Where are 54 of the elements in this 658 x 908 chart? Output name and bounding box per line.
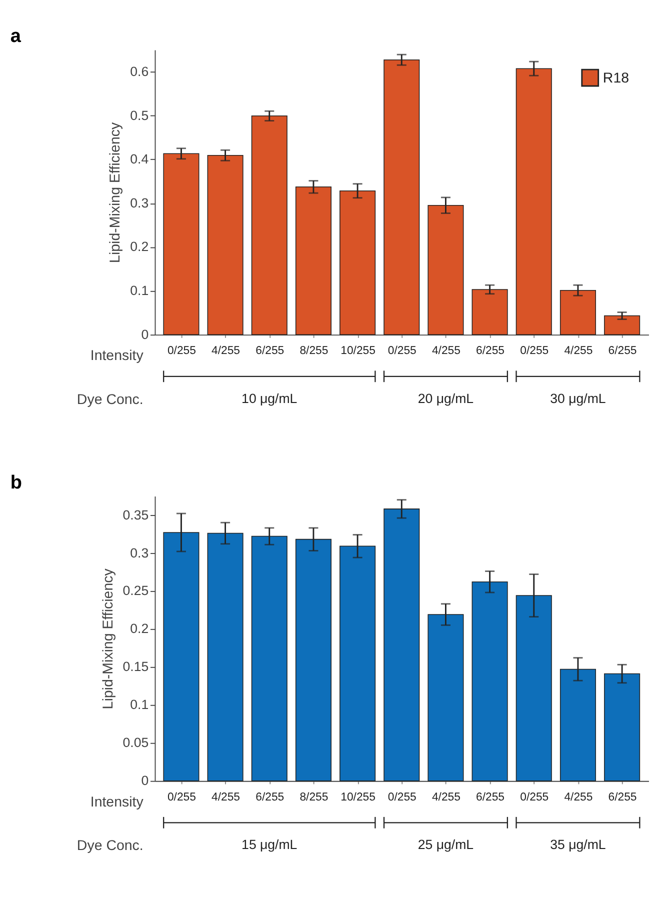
text: 35 μg/mL	[550, 837, 606, 852]
y-tick-label: 0.5	[130, 108, 149, 123]
y-tick-label: 0.15	[122, 659, 149, 674]
x-tick-label: 6/255	[476, 791, 505, 804]
x-axis-title: Intensity	[90, 794, 144, 811]
x-tick-label: 10/255	[340, 791, 376, 804]
text: 20 μg/mL	[418, 390, 474, 406]
y-tick-label: 0.6	[130, 64, 149, 79]
x-tick-label: 0/255	[388, 791, 416, 804]
y-tick-label: 0.25	[122, 583, 149, 598]
x-tick-label: 4/255	[564, 345, 593, 358]
x-tick-label: 6/255	[256, 791, 284, 804]
y-tick-label: 0.3	[130, 545, 149, 560]
x-tick-label: 8/255	[300, 791, 328, 804]
text: Dye Conc.	[76, 838, 144, 854]
text: Dye Conc.	[76, 392, 144, 408]
y-axis-title: Lipid-Mixing Efficiency	[100, 568, 116, 710]
x-tick-label: 4/255	[564, 791, 593, 804]
y-tick-label: 0.05	[122, 735, 149, 750]
x-tick-label: 10/255	[340, 345, 376, 358]
x-tick-label: 4/255	[432, 791, 460, 804]
x-axis-title: Intensity	[90, 348, 144, 364]
x-tick-label: 0/255	[388, 345, 416, 358]
y-tick-label: 0.4	[130, 152, 149, 167]
legend-label: R18	[602, 70, 630, 87]
text: 25 μg/mL	[418, 837, 474, 852]
x-tick-label: 6/255	[256, 345, 284, 358]
bar	[472, 289, 508, 335]
y-tick-label: 0.2	[130, 239, 149, 254]
text: 10 μg/mL	[242, 390, 298, 406]
y-tick-label: 0.2	[130, 621, 149, 636]
text: 15 μg/mL	[242, 837, 298, 852]
chart-title: a	[10, 26, 22, 48]
x-tick-label: 6/255	[608, 791, 637, 804]
x-tick-label: 0/255	[520, 791, 549, 804]
y-tick-label: 0.1	[130, 283, 149, 298]
y-axis-title: Lipid-Mixing Efficiency	[108, 121, 124, 263]
y-tick-label: 0.1	[130, 697, 149, 712]
x-tick-label: 8/255	[300, 345, 328, 358]
x-tick-label: 0/255	[167, 791, 196, 804]
x-tick-label: 0/255	[167, 345, 196, 358]
x-tick-label: 4/255	[212, 791, 240, 804]
y-tick-label: 0	[141, 326, 149, 342]
y-tick-label: 0	[141, 773, 149, 788]
y-tick-label: 0.3	[130, 195, 149, 210]
x-tick-label: 4/255	[212, 345, 240, 358]
text: 30 μg/mL	[550, 390, 606, 406]
x-tick-label: 6/255	[608, 345, 637, 358]
x-tick-label: 6/255	[476, 345, 505, 358]
chart-title: b	[10, 472, 22, 494]
y-tick-label: 0.35	[122, 507, 149, 522]
bar	[604, 315, 640, 335]
x-tick-label: 0/255	[520, 345, 549, 358]
x-tick-label: 4/255	[432, 345, 460, 358]
